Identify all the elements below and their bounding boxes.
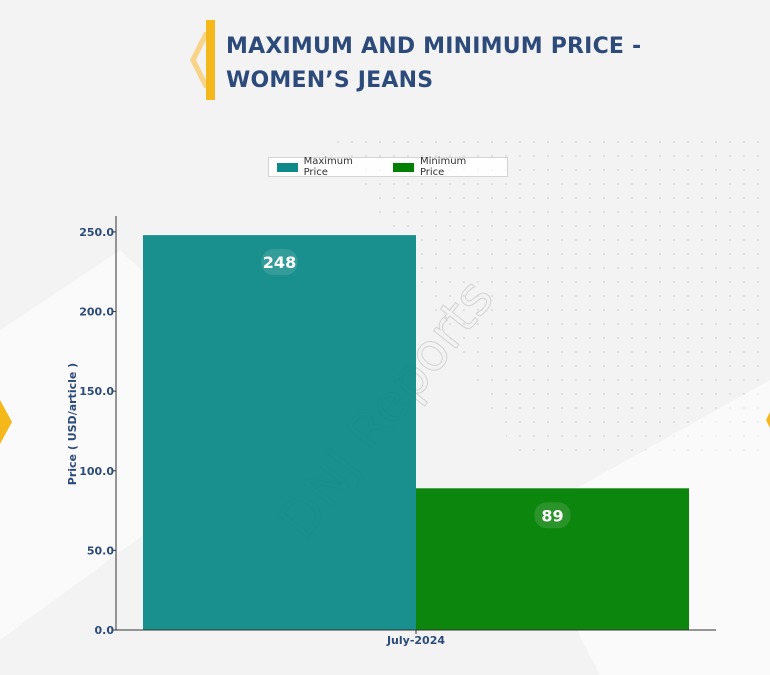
bar-min — [416, 488, 689, 630]
legend-item-max: Maximum Price — [277, 156, 375, 178]
x-tick-label: July-2024 — [386, 634, 445, 647]
page-title: MAXIMUM AND MINIMUM PRICE - WOMEN’S JEAN… — [226, 30, 666, 98]
y-tick-label: 0.0 — [95, 624, 115, 637]
y-tick-label: 200.0 — [79, 306, 114, 319]
data-label-bg-max — [261, 249, 298, 276]
y-axis-label: Price ( USD/article ) — [66, 363, 79, 485]
accent-arrow-right — [766, 412, 770, 428]
title-block: MAXIMUM AND MINIMUM PRICE - WOMEN’S JEAN… — [178, 20, 658, 102]
legend-swatch-min — [393, 162, 414, 172]
bar-max — [143, 235, 416, 630]
chevron-left-icon — [190, 32, 210, 88]
title-line-1: MAXIMUM AND MINIMUM PRICE - — [226, 34, 642, 59]
chart-legend: Maximum Price Minimum Price — [268, 156, 508, 178]
data-label-max: 248 — [263, 253, 296, 272]
y-tick-label: 150.0 — [79, 385, 114, 398]
data-label-min: 89 — [541, 506, 563, 525]
title-accent-bar — [206, 20, 215, 100]
data-label-bg-min — [534, 502, 571, 529]
accent-arrow-left — [0, 400, 12, 444]
legend-label-min: Minimum Price — [419, 156, 467, 178]
legend-swatch-max — [277, 162, 298, 172]
y-tick-label: 50.0 — [87, 544, 114, 557]
legend-item-min: Minimum Price — [393, 156, 489, 178]
y-tick-label: 250.0 — [79, 226, 114, 239]
title-line-2: WOMEN’S JEANS — [226, 68, 434, 93]
y-tick-label: 100.0 — [79, 465, 114, 478]
legend-label-max: Maximum Price — [303, 156, 353, 178]
